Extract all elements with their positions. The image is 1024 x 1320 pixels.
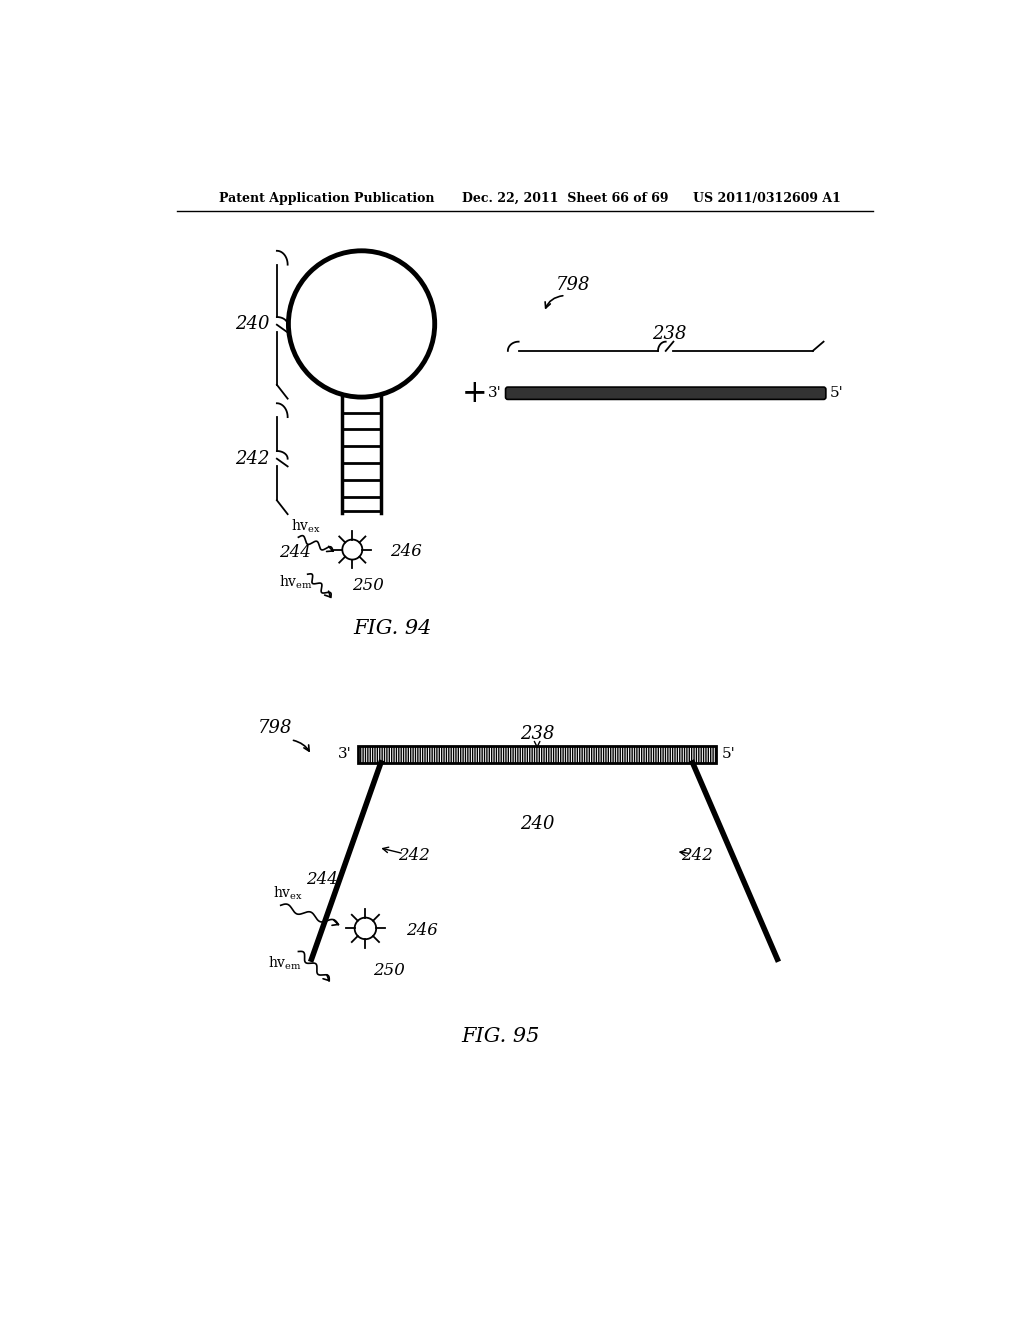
Text: 240: 240 bbox=[234, 315, 269, 333]
Text: hv$_\mathregular{em}$: hv$_\mathregular{em}$ bbox=[280, 573, 313, 590]
Text: 3': 3' bbox=[488, 387, 502, 400]
Text: FIG. 94: FIG. 94 bbox=[353, 619, 431, 638]
Text: +: + bbox=[462, 378, 487, 409]
Text: 5': 5' bbox=[829, 387, 844, 400]
FancyBboxPatch shape bbox=[357, 746, 716, 763]
Text: FIG. 95: FIG. 95 bbox=[461, 1027, 540, 1045]
Text: 250: 250 bbox=[352, 577, 384, 594]
FancyBboxPatch shape bbox=[506, 387, 826, 400]
Text: hv$_\mathregular{ex}$: hv$_\mathregular{ex}$ bbox=[273, 884, 303, 903]
Text: 798: 798 bbox=[556, 276, 591, 294]
Text: 5': 5' bbox=[722, 747, 735, 762]
Text: hv$_\mathregular{ex}$: hv$_\mathregular{ex}$ bbox=[291, 517, 322, 535]
Text: 244: 244 bbox=[305, 871, 338, 888]
Text: Dec. 22, 2011  Sheet 66 of 69: Dec. 22, 2011 Sheet 66 of 69 bbox=[462, 191, 669, 205]
Text: 246: 246 bbox=[390, 543, 422, 560]
Text: hv$_\mathregular{em}$: hv$_\mathregular{em}$ bbox=[267, 954, 301, 972]
Text: 238: 238 bbox=[520, 726, 554, 743]
Text: 238: 238 bbox=[652, 325, 687, 343]
Text: 244: 244 bbox=[279, 544, 310, 561]
Text: US 2011/0312609 A1: US 2011/0312609 A1 bbox=[692, 191, 841, 205]
Text: 3': 3' bbox=[338, 747, 351, 762]
Text: 242: 242 bbox=[234, 450, 269, 467]
Text: 250: 250 bbox=[373, 962, 404, 979]
Text: 242: 242 bbox=[398, 846, 430, 863]
Text: 240: 240 bbox=[520, 816, 554, 833]
Text: 798: 798 bbox=[258, 719, 293, 737]
Text: 246: 246 bbox=[406, 923, 437, 940]
Text: 242: 242 bbox=[681, 846, 713, 863]
Text: Patent Application Publication: Patent Application Publication bbox=[219, 191, 434, 205]
